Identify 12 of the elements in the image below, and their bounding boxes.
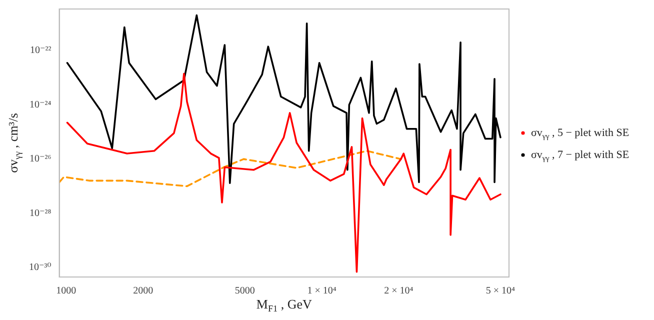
x-tick-label: 1 × 10⁴ — [307, 286, 337, 297]
x-tick-label: 1000 — [56, 286, 76, 297]
y-tick-label: 10⁻²² — [30, 45, 52, 56]
x-tick-label: 5000 — [234, 286, 255, 297]
x-tick-label: 2000 — [133, 286, 154, 297]
y-tick-label: 10⁻²⁴ — [30, 99, 52, 110]
x-tick-label: 2 × 10⁴ — [384, 286, 414, 297]
y-tick-label: 10⁻²⁶ — [30, 154, 52, 165]
y-tick-label: 10⁻²⁸ — [30, 208, 52, 219]
x-tick-label: 5 × 10⁴ — [486, 286, 516, 297]
y-axis-title: σvγγ , cm³/s — [5, 113, 22, 173]
y-tick-label: 10⁻³⁰ — [28, 262, 52, 274]
